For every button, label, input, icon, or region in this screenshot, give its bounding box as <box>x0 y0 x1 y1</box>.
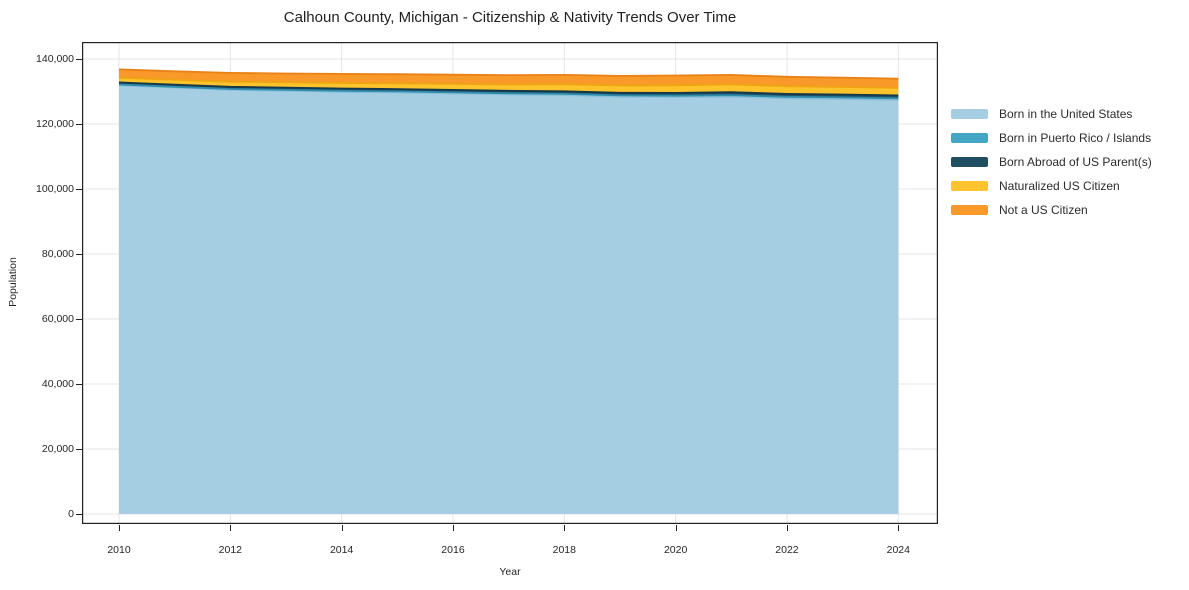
y-tick-mark <box>76 384 82 385</box>
x-tick-mark <box>898 525 900 531</box>
legend-item-naturalized-us-citizen: Naturalized US Citizen <box>951 178 1152 193</box>
x-tick-label: 2022 <box>775 544 799 556</box>
legend-label: Born Abroad of US Parent(s) <box>999 154 1152 169</box>
legend-label: Born in Puerto Rico / Islands <box>999 130 1152 145</box>
y-tick-mark <box>76 59 82 60</box>
x-tick-mark <box>341 525 343 531</box>
legend-label: Not a US Citizen <box>999 202 1088 217</box>
x-tick-label: 2014 <box>329 544 354 556</box>
x-tick-label: 2010 <box>107 544 131 556</box>
legend-swatch <box>951 204 988 215</box>
y-tick-label: 120,000 <box>36 118 74 130</box>
edge-born-abroad-of-us-parent-s <box>118 81 899 97</box>
area-born-in-the-united-states <box>119 85 899 515</box>
edge-not-a-us-citizen <box>118 68 899 80</box>
legend-swatch <box>951 156 988 167</box>
y-tick-mark <box>76 254 82 255</box>
x-tick-label: 2016 <box>441 544 465 556</box>
x-tick-mark <box>452 525 454 531</box>
legend-item-not-a-us-citizen: Not a US Citizen <box>951 202 1152 217</box>
x-tick-mark <box>786 525 788 531</box>
y-tick-mark <box>76 449 82 450</box>
y-tick-mark <box>76 319 82 320</box>
legend-item-born-in-puerto-rico-islands: Born in Puerto Rico / Islands <box>951 130 1152 145</box>
y-tick-label: 0 <box>68 508 74 520</box>
y-tick-label: 40,000 <box>41 378 74 390</box>
legend-swatch <box>951 132 988 143</box>
plot-border <box>82 42 938 524</box>
y-tick-label: 100,000 <box>36 183 74 195</box>
y-tick-label: 140,000 <box>36 53 74 65</box>
y-tick-label: 80,000 <box>41 248 74 260</box>
edge-born-in-the-united-states <box>118 84 899 101</box>
y-tick-mark <box>76 189 82 190</box>
legend-label: Naturalized US Citizen <box>999 178 1120 193</box>
legend-swatch <box>951 108 988 119</box>
area-naturalized-us-citizen <box>119 77 899 96</box>
legend-item-born-in-the-united-states: Born in the United States <box>951 106 1152 121</box>
x-tick-mark <box>675 525 677 531</box>
legend-label: Born in the United States <box>999 106 1133 121</box>
y-tick-label: 20,000 <box>41 443 74 455</box>
stacked-area-chart <box>82 42 938 524</box>
x-tick-label: 2018 <box>552 544 576 556</box>
x-tick-mark <box>564 525 566 531</box>
legend: Born in the United States Born in Puerto … <box>951 108 1152 228</box>
y-tick-mark <box>76 124 82 125</box>
legend-swatch <box>951 180 988 191</box>
y-tick-label: 60,000 <box>41 313 74 325</box>
legend-item-born-abroad-of-us-parent-s: Born Abroad of US Parent(s) <box>951 154 1152 169</box>
edge-naturalized-us-citizen <box>118 76 899 89</box>
x-tick-label: 2012 <box>218 544 242 556</box>
plot-area <box>82 42 938 524</box>
edge-born-in-puerto-rico-islands <box>118 83 899 100</box>
x-tick-mark <box>230 525 232 531</box>
x-tick-label: 2024 <box>886 544 910 556</box>
chart-title: Calhoun County, Michigan - Citizenship &… <box>283 9 737 26</box>
x-axis-label: Year <box>499 566 521 578</box>
y-tick-mark <box>76 514 82 515</box>
x-tick-mark <box>119 525 120 531</box>
x-tick-label: 2020 <box>663 544 688 556</box>
area-born-abroad-of-us-parent-s <box>119 82 899 99</box>
